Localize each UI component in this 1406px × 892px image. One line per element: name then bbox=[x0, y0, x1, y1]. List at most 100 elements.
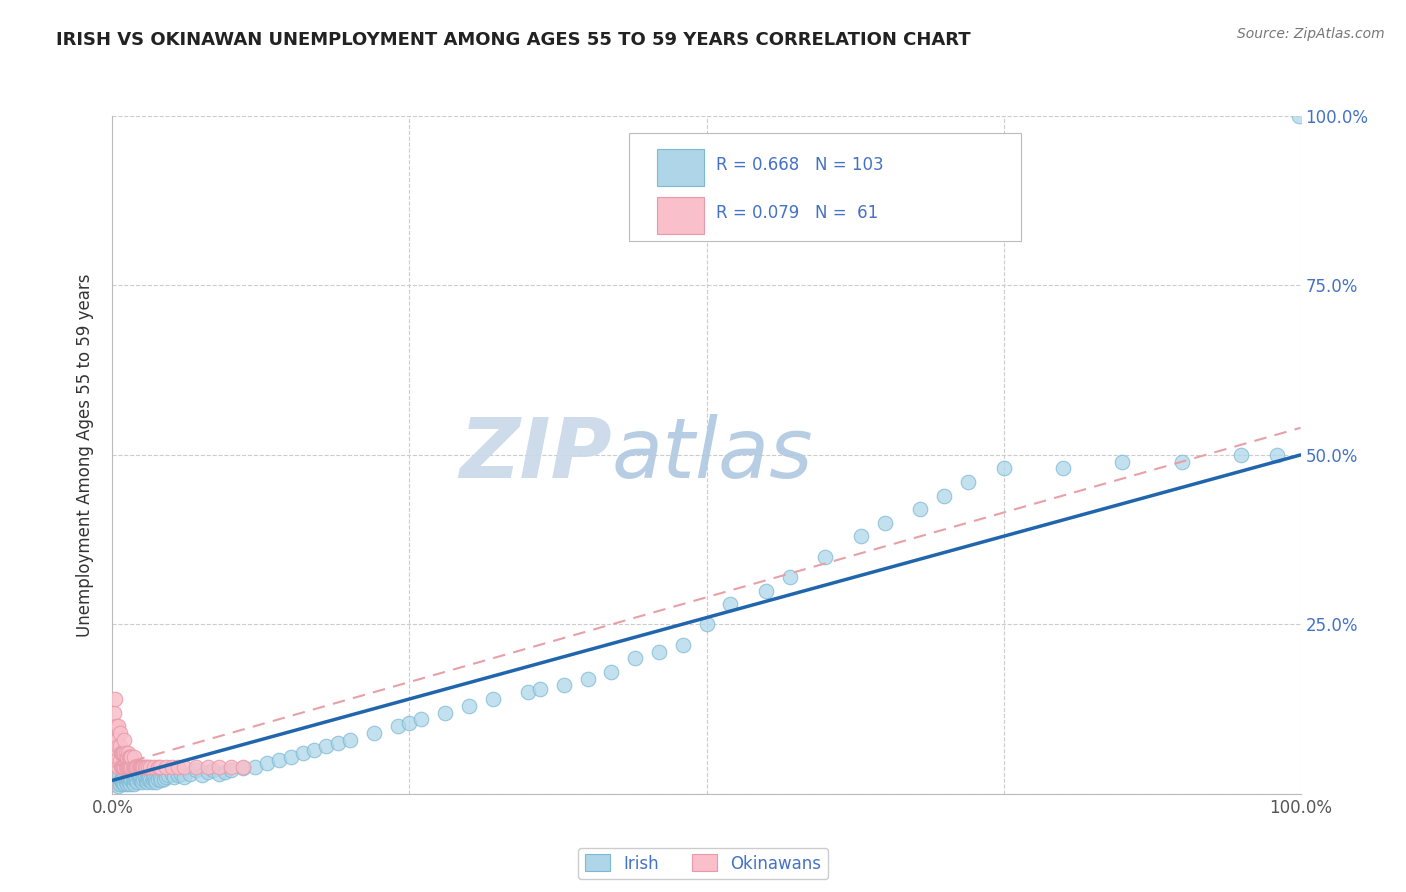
Point bbox=[128, 760, 150, 774]
Point bbox=[219, 760, 243, 774]
Point bbox=[150, 773, 173, 788]
Point bbox=[179, 766, 201, 780]
Point bbox=[232, 761, 254, 775]
Point bbox=[600, 665, 623, 679]
Point bbox=[117, 760, 139, 774]
Point bbox=[132, 760, 155, 774]
Point bbox=[129, 760, 152, 774]
Point bbox=[1170, 455, 1192, 469]
Point bbox=[214, 765, 236, 780]
Point bbox=[934, 489, 956, 503]
Point bbox=[208, 760, 231, 774]
Point bbox=[1265, 448, 1288, 462]
Point bbox=[155, 760, 177, 774]
Point bbox=[160, 766, 183, 780]
Point bbox=[648, 644, 671, 658]
Point bbox=[411, 712, 433, 726]
Point bbox=[121, 760, 143, 774]
Text: R = 0.079   N =  61: R = 0.079 N = 61 bbox=[716, 203, 879, 221]
Point bbox=[110, 760, 132, 774]
Point bbox=[696, 617, 718, 632]
Point bbox=[121, 773, 143, 788]
Point bbox=[481, 692, 503, 706]
Point bbox=[208, 766, 231, 780]
Point bbox=[184, 763, 207, 777]
Point bbox=[128, 770, 150, 784]
Point bbox=[553, 678, 575, 692]
Point bbox=[517, 685, 540, 699]
Point bbox=[107, 770, 129, 784]
Point bbox=[134, 770, 156, 784]
Point bbox=[111, 746, 134, 760]
Point bbox=[115, 760, 138, 774]
Point bbox=[149, 770, 172, 784]
Point bbox=[111, 774, 134, 789]
Point bbox=[122, 749, 145, 764]
Point bbox=[105, 732, 128, 747]
Point bbox=[125, 773, 148, 788]
Legend: Irish, Okinawans: Irish, Okinawans bbox=[578, 847, 828, 880]
Point bbox=[114, 746, 136, 760]
Point bbox=[1052, 461, 1074, 475]
Point bbox=[166, 760, 188, 774]
Point bbox=[219, 763, 243, 777]
Point bbox=[112, 732, 135, 747]
Point bbox=[434, 706, 457, 720]
Point bbox=[339, 732, 361, 747]
Point bbox=[873, 516, 896, 530]
Point bbox=[576, 672, 599, 686]
Point bbox=[363, 726, 385, 740]
Text: atlas: atlas bbox=[612, 415, 813, 495]
Point bbox=[304, 743, 326, 757]
Point bbox=[718, 597, 741, 611]
Point bbox=[118, 760, 141, 774]
Point bbox=[1230, 448, 1253, 462]
Point bbox=[132, 772, 155, 786]
Point bbox=[672, 638, 695, 652]
Point bbox=[160, 760, 183, 774]
Point bbox=[139, 773, 162, 788]
Point bbox=[105, 774, 128, 789]
Point bbox=[103, 706, 125, 720]
Point bbox=[104, 773, 127, 788]
Text: Source: ZipAtlas.com: Source: ZipAtlas.com bbox=[1237, 27, 1385, 41]
Point bbox=[117, 746, 139, 760]
Point bbox=[173, 760, 195, 774]
Point bbox=[280, 749, 302, 764]
Point bbox=[129, 773, 152, 788]
Point bbox=[112, 746, 135, 760]
Point bbox=[267, 753, 290, 767]
Point bbox=[197, 760, 219, 774]
Point bbox=[122, 777, 145, 791]
Point bbox=[779, 570, 801, 584]
Point bbox=[118, 774, 141, 789]
Point bbox=[107, 760, 129, 774]
Point bbox=[136, 760, 159, 774]
Point bbox=[243, 760, 266, 774]
Point bbox=[143, 770, 166, 784]
Point bbox=[120, 770, 142, 784]
Point bbox=[111, 760, 134, 774]
Point bbox=[197, 765, 219, 780]
Point bbox=[105, 719, 128, 733]
Point bbox=[146, 772, 169, 786]
Point bbox=[157, 768, 180, 782]
Point bbox=[127, 760, 149, 774]
Point bbox=[108, 777, 131, 791]
Point bbox=[141, 774, 163, 789]
Point bbox=[121, 774, 143, 789]
Text: IRISH VS OKINAWAN UNEMPLOYMENT AMONG AGES 55 TO 59 YEARS CORRELATION CHART: IRISH VS OKINAWAN UNEMPLOYMENT AMONG AGE… bbox=[56, 31, 972, 49]
Point bbox=[458, 698, 481, 713]
Text: ZIP: ZIP bbox=[458, 415, 612, 495]
Point bbox=[110, 746, 132, 760]
Point bbox=[136, 772, 159, 786]
Point bbox=[993, 461, 1015, 475]
Point bbox=[121, 760, 143, 774]
Point bbox=[135, 760, 157, 774]
Point bbox=[110, 773, 132, 788]
Point bbox=[398, 715, 420, 730]
Point bbox=[128, 772, 150, 786]
Point bbox=[111, 772, 134, 786]
Point bbox=[112, 770, 135, 784]
Point bbox=[956, 475, 979, 489]
